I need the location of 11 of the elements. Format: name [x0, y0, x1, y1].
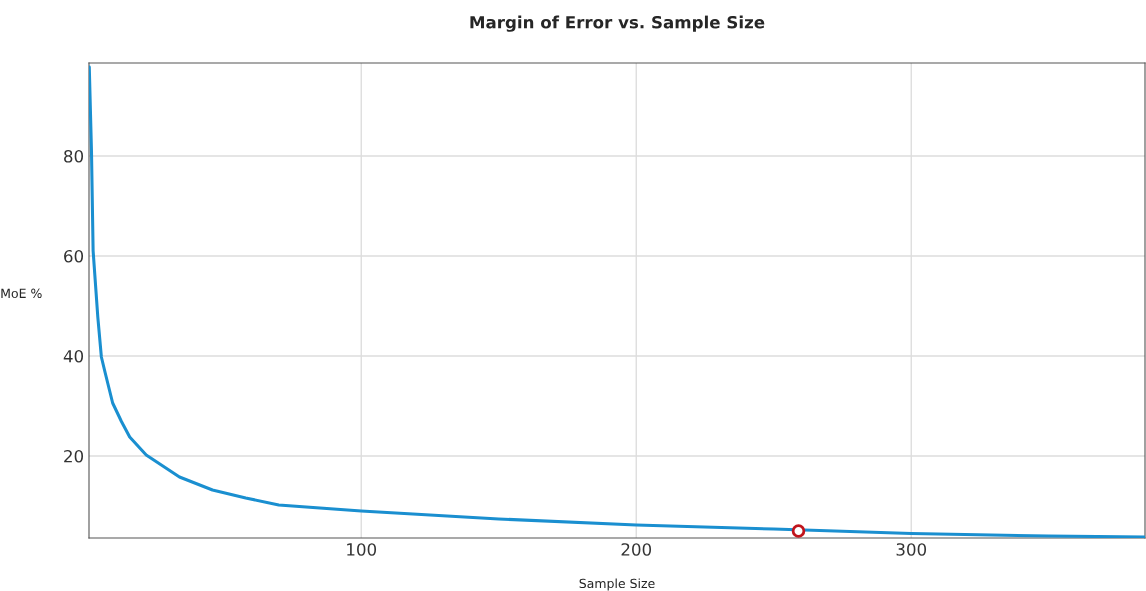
x-axis-title: Sample Size: [579, 578, 655, 591]
y-tick-label: 60: [64, 249, 84, 263]
y-axis-title: MoE %: [1, 288, 42, 299]
chart-title: Margin of Error vs. Sample Size: [470, 15, 765, 32]
y-tick-label: 20: [64, 449, 84, 463]
x-tick-label: 300: [896, 543, 927, 556]
y-tick-label: 40: [63, 349, 84, 363]
x-tick-label: 200: [621, 543, 652, 556]
line-series: [89, 65, 1145, 538]
y-tick-label: 80: [64, 149, 84, 163]
x-tick-label: 100: [347, 543, 377, 556]
